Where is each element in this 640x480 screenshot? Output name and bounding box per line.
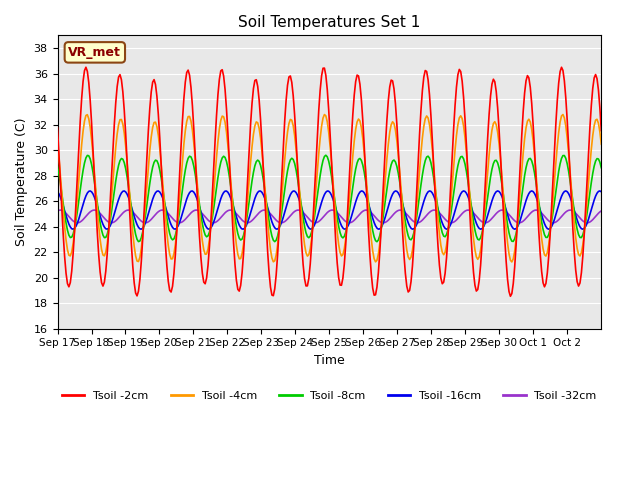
X-axis label: Time: Time — [314, 354, 345, 367]
Y-axis label: Soil Temperature (C): Soil Temperature (C) — [15, 118, 28, 246]
Legend: Tsoil -2cm, Tsoil -4cm, Tsoil -8cm, Tsoil -16cm, Tsoil -32cm: Tsoil -2cm, Tsoil -4cm, Tsoil -8cm, Tsoi… — [58, 386, 601, 405]
Text: VR_met: VR_met — [68, 46, 121, 59]
Title: Soil Temperatures Set 1: Soil Temperatures Set 1 — [238, 15, 420, 30]
